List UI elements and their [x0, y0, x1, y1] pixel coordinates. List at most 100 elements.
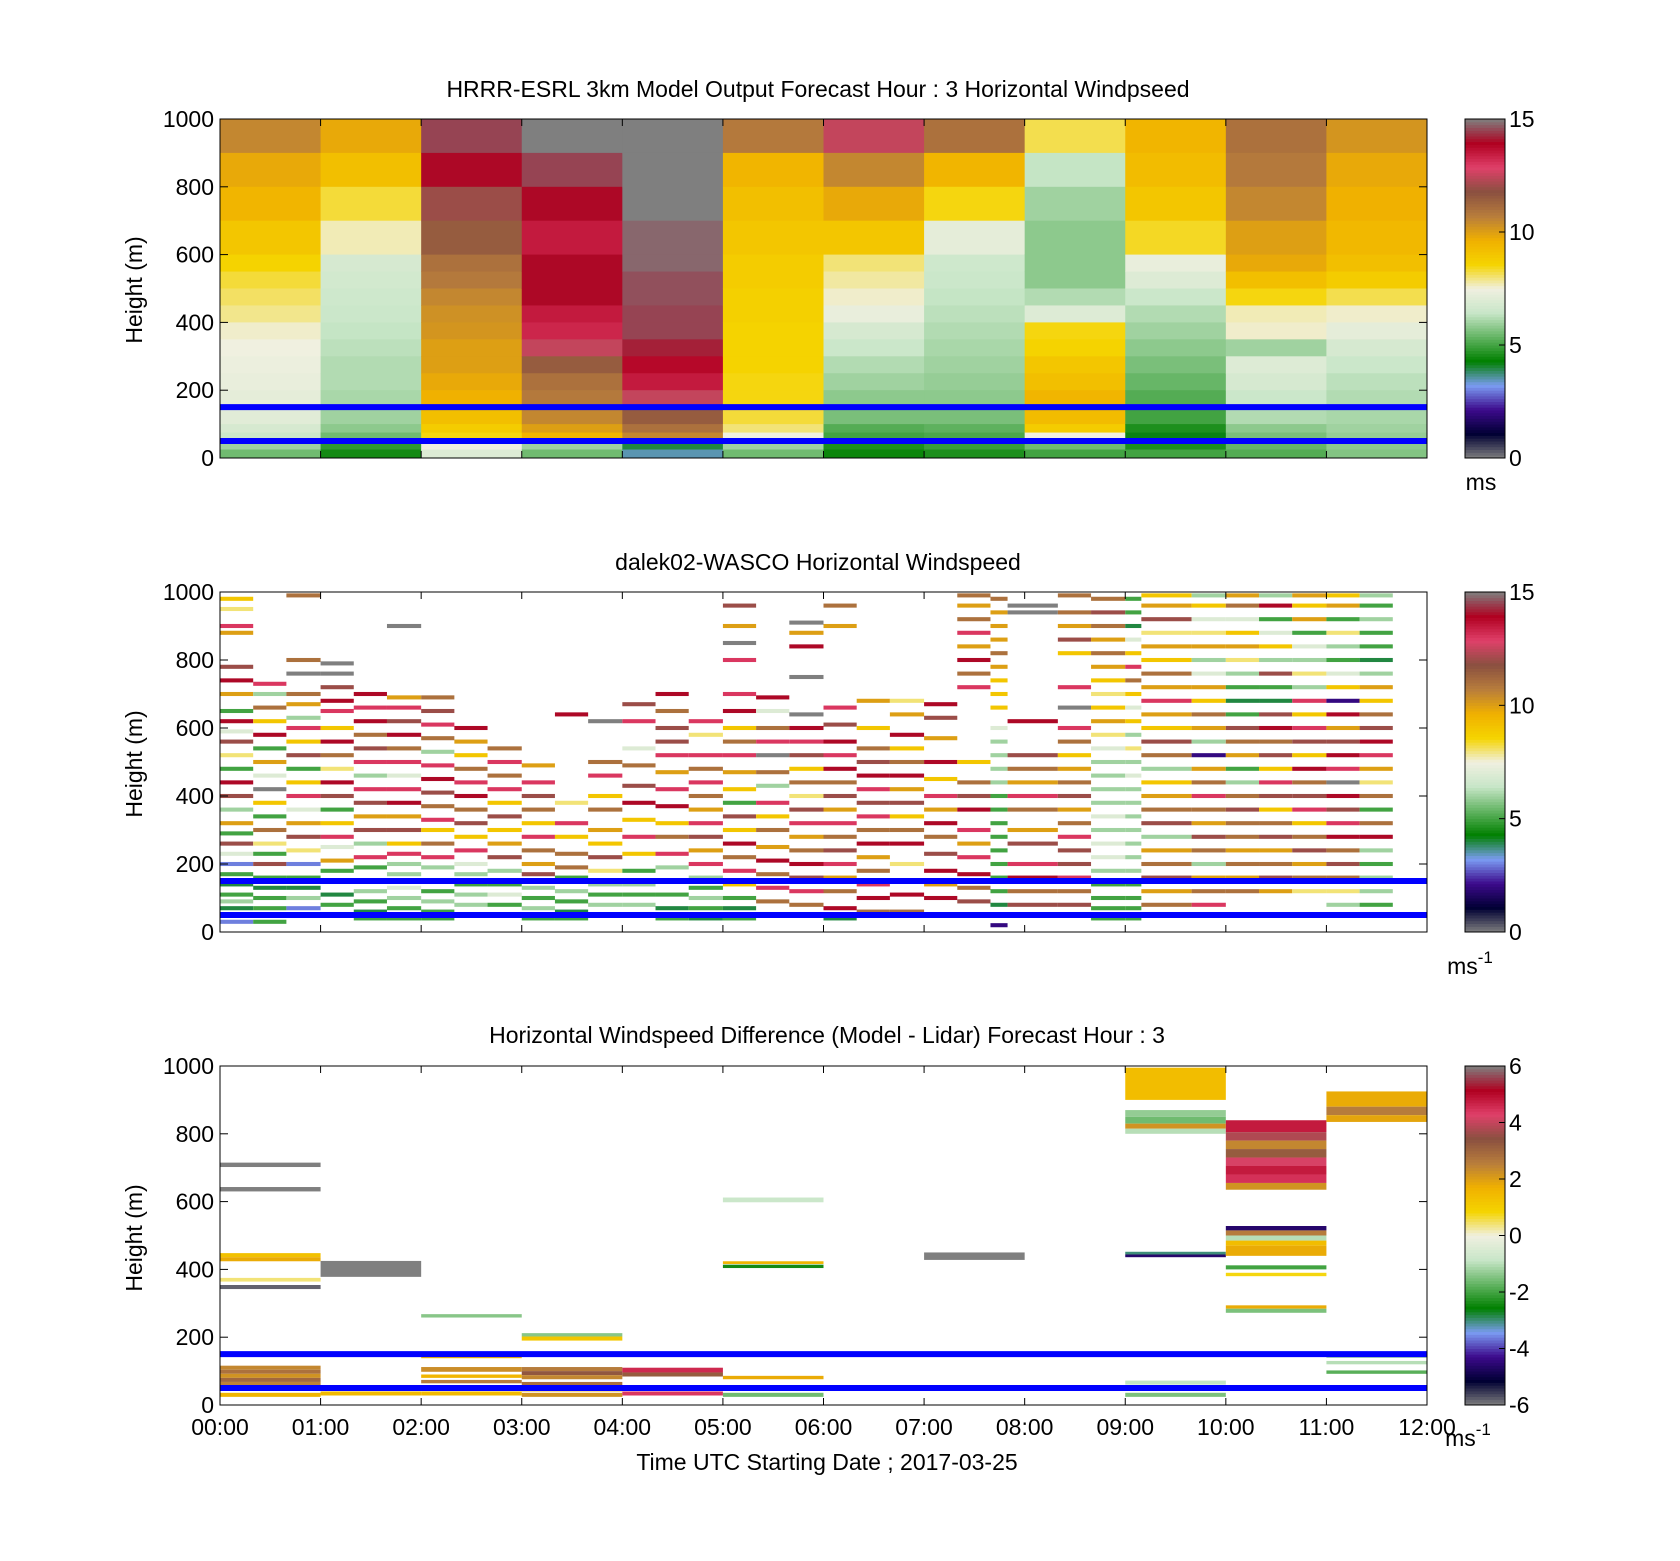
colorbar-segment [1465, 824, 1505, 828]
lidar-cell [823, 906, 857, 911]
lidar-cell [220, 623, 254, 629]
model-cell [1125, 288, 1227, 306]
model-cell [924, 220, 1026, 256]
lidar-cell [421, 865, 455, 870]
colorbar-segment [1465, 1128, 1505, 1132]
model-cell [220, 254, 322, 273]
lidar-cell [889, 712, 925, 717]
x-tick-label: 07:00 [895, 1414, 953, 1440]
colorbar-segment [1465, 915, 1505, 919]
lidar-cell [220, 719, 254, 724]
colorbar-segment [1465, 353, 1505, 357]
lidar-cell [353, 865, 387, 870]
lidar-cell [622, 834, 656, 839]
lidar-cell [655, 691, 689, 697]
model-cell [1125, 356, 1227, 374]
lidar-cell [756, 827, 790, 833]
model-cell [1024, 356, 1126, 374]
lidar-cell [1259, 644, 1293, 649]
lidar-cell [454, 793, 488, 799]
model-cell [722, 449, 824, 459]
lidar-cell [1141, 834, 1192, 839]
colorbar-segment [1465, 215, 1505, 219]
lidar-cell [1125, 746, 1142, 751]
colorbar-segment [1465, 130, 1505, 134]
lidar-cell [353, 889, 387, 894]
lidar-cell [588, 719, 623, 724]
model-cell [1326, 390, 1428, 408]
colorbar-segment [1465, 1080, 1505, 1084]
lidar-cell [220, 766, 254, 771]
colorbar-segment [1465, 232, 1505, 236]
lidar-cell [1259, 698, 1293, 703]
lidar-cell [454, 766, 488, 771]
panel-1-y-axis: 0 200 400 600 800 1000 [163, 106, 1427, 471]
panel-1-title: HRRR-ESRL 3km Model Output Forecast Hour… [446, 76, 1189, 102]
colorbar-segment [1465, 356, 1505, 360]
colorbar-segment [1465, 1402, 1505, 1406]
colorbar-segment [1465, 172, 1505, 176]
lidar-cell [1125, 916, 1142, 921]
difference-cell [1225, 1182, 1327, 1190]
lidar-cell [889, 698, 925, 703]
colorbar-segment [1465, 135, 1505, 140]
lidar-cell [1225, 793, 1260, 799]
lidar-cell [823, 739, 857, 744]
lidar-cell [1359, 780, 1393, 785]
colorbar-segment [1465, 1170, 1505, 1174]
lidar-cell [253, 691, 287, 697]
panel-3-reference-lines [220, 1351, 1427, 1392]
colorbar-segment [1465, 620, 1505, 624]
model-cell [320, 288, 422, 306]
model-cell [622, 119, 724, 154]
lidar-cell [253, 861, 287, 867]
colorbar-segment [1465, 407, 1505, 411]
lidar-cell [220, 831, 254, 836]
lidar-cell [588, 882, 623, 887]
difference-cell [220, 1392, 321, 1397]
colorbar-segment [1465, 446, 1505, 451]
lidar-cell [1091, 827, 1126, 833]
colorbar-segment [1465, 1150, 1505, 1155]
lidar-cell [1057, 610, 1092, 615]
colorbar-segment [1465, 308, 1505, 312]
colorbar-tick-label: 10 [1509, 692, 1535, 718]
colorbar-segment [1465, 725, 1505, 729]
colorbar-segment [1465, 1390, 1505, 1395]
colorbar-segment [1465, 127, 1505, 131]
difference-cell [1125, 1251, 1226, 1255]
lidar-cell [990, 834, 1008, 839]
lidar-cell [655, 821, 689, 826]
lidar-cell [957, 793, 991, 799]
lidar-cell [421, 763, 455, 768]
colorbar-segment [1465, 1396, 1505, 1400]
colorbar-segment [1465, 121, 1505, 126]
difference-cell [1225, 1308, 1327, 1313]
lidar-cell [924, 759, 958, 765]
lidar-cell [1007, 793, 1058, 799]
colorbar-segment [1465, 716, 1505, 720]
lidar-cell [386, 746, 422, 751]
lidar-cell [1125, 637, 1142, 642]
lidar-cell [1326, 630, 1360, 635]
lidar-cell [1225, 617, 1260, 622]
colorbar-segment [1465, 1212, 1505, 1217]
model-cell [1225, 119, 1327, 154]
lidar-cell [1057, 725, 1092, 731]
lidar-cell [789, 834, 824, 839]
model-cell [421, 152, 523, 188]
lidar-cell [320, 807, 354, 812]
colorbar-segment [1465, 1294, 1505, 1299]
lidar-cell [1007, 889, 1058, 894]
colorbar-segment [1465, 248, 1505, 253]
colorbar-segment [1465, 325, 1505, 329]
lidar-cell [253, 875, 287, 880]
model-cell [521, 390, 623, 408]
colorbar-tick-label: 0 [1509, 1223, 1522, 1249]
model-cell [924, 424, 1026, 434]
colorbar-segment [1465, 393, 1505, 397]
model-cell [220, 152, 322, 188]
lidar-cell [1259, 753, 1293, 758]
model-cell [924, 271, 1026, 289]
difference-cell [1225, 1226, 1327, 1231]
